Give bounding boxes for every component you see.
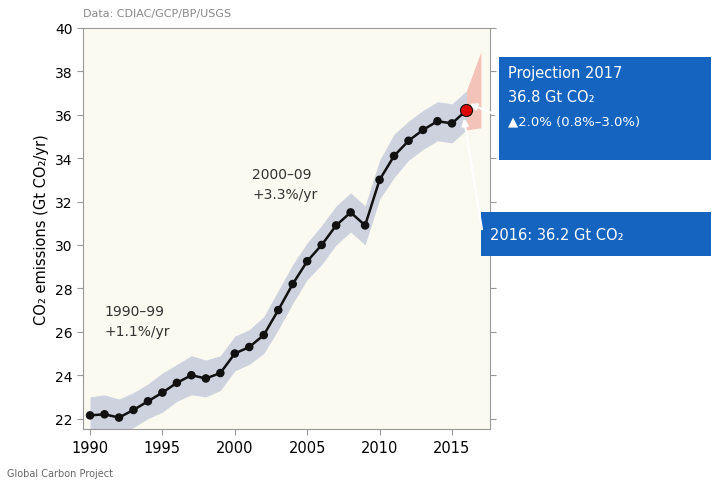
Point (432, 118, 444, 126)
Point (359, 222, 371, 230)
Point (302, 258, 313, 265)
Text: ▲2.0% (0.8%–3.0%): ▲2.0% (0.8%–3.0%) (508, 115, 641, 128)
Text: 2016: 36.2 Gt CO₂: 2016: 36.2 Gt CO₂ (490, 227, 624, 242)
Point (418, 127, 429, 134)
Point (186, 372, 197, 379)
Point (215, 370, 226, 377)
Point (272, 307, 284, 314)
Text: Global Carbon Project: Global Carbon Project (7, 468, 113, 478)
Point (127, 406, 139, 414)
Point (287, 281, 299, 288)
Point (200, 375, 212, 383)
Point (113, 414, 125, 421)
Point (171, 379, 183, 387)
Text: 1990–99
+1.1%/yr: 1990–99 +1.1%/yr (104, 305, 170, 338)
Point (446, 120, 458, 128)
Point (99, 410, 110, 418)
Text: 2000–09
+3.3%/yr: 2000–09 +3.3%/yr (252, 168, 318, 202)
Text: 36.8 Gt CO₂: 36.8 Gt CO₂ (508, 90, 595, 105)
Point (374, 177, 385, 184)
Point (461, 108, 472, 115)
Point (157, 389, 168, 396)
Point (142, 397, 153, 405)
Point (229, 350, 240, 358)
Point (258, 332, 269, 339)
Point (316, 241, 328, 249)
Point (461, 108, 472, 115)
Point (388, 153, 400, 160)
Point (402, 138, 414, 145)
Point (243, 343, 255, 351)
Point (345, 209, 356, 217)
Text: Projection 2017: Projection 2017 (508, 66, 623, 81)
Text: Data: CDIAC/GCP/BP/USGS: Data: CDIAC/GCP/BP/USGS (83, 9, 231, 19)
Point (330, 222, 342, 230)
Y-axis label: CO₂ emissions (Gt CO₂/yr): CO₂ emissions (Gt CO₂/yr) (35, 134, 49, 324)
Point (84, 412, 96, 420)
